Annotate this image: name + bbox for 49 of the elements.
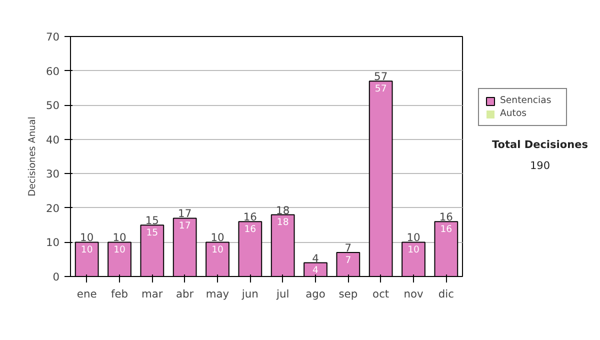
- x-tick-label: ene: [76, 288, 97, 300]
- x-tick-label: may: [206, 288, 230, 300]
- legend-label: Autos: [500, 108, 528, 119]
- y-tick-label: 20: [46, 202, 60, 215]
- y-axis-title: Decisiones Anual: [26, 116, 38, 196]
- data-label: 16: [244, 224, 256, 236]
- y-tick-label: 10: [46, 236, 60, 250]
- x-tick-label: oct: [372, 288, 390, 300]
- x-tick-label: abr: [176, 288, 194, 300]
- x-tick-label: nov: [404, 288, 424, 300]
- y-tick-label: 0: [52, 270, 60, 284]
- total-label: 7: [344, 242, 352, 254]
- total-label: 18: [276, 204, 290, 217]
- y-tick-label: 30: [46, 168, 60, 181]
- x-tick-label: mar: [142, 288, 164, 300]
- total-label: 10: [210, 231, 224, 244]
- data-label: 15: [146, 228, 158, 238]
- total-label: 15: [145, 214, 159, 228]
- y-tick-label: 70: [46, 30, 60, 44]
- y-tick-label: 40: [46, 133, 60, 146]
- data-label: 10: [114, 244, 126, 256]
- data-label: 7: [345, 254, 352, 266]
- x-tick-label: dic: [438, 288, 454, 300]
- x-tick-label: jun: [240, 288, 258, 300]
- data-label: 57: [374, 84, 387, 94]
- total-label: 17: [178, 207, 192, 220]
- total-label: 4: [312, 252, 320, 265]
- total-label: 16: [439, 210, 454, 224]
- total-label: 10: [80, 231, 94, 244]
- y-tick-label: 60: [46, 64, 60, 78]
- data-label: 18: [276, 217, 289, 228]
- total-label: 57: [374, 70, 388, 84]
- text: 190: [528, 159, 552, 174]
- text: Total Decisiones: [491, 138, 589, 153]
- legend-label: Sentencias: [500, 95, 552, 106]
- x-tick-label: sep: [338, 288, 358, 300]
- data-label: 10: [212, 244, 224, 256]
- total-label: 16: [243, 210, 258, 224]
- x-tick-label: ago: [306, 288, 326, 300]
- data-label: 16: [440, 224, 452, 236]
- data-label: 10: [408, 244, 420, 256]
- x-tick-label: jul: [275, 288, 290, 300]
- total-label: 10: [406, 231, 420, 244]
- total-label: 10: [112, 231, 126, 244]
- data-label: 10: [80, 244, 93, 256]
- x-tick-label: feb: [110, 288, 128, 300]
- data-label: 17: [178, 220, 191, 232]
- data-label: 4: [312, 265, 319, 276]
- y-tick-label: 50: [46, 99, 60, 112]
